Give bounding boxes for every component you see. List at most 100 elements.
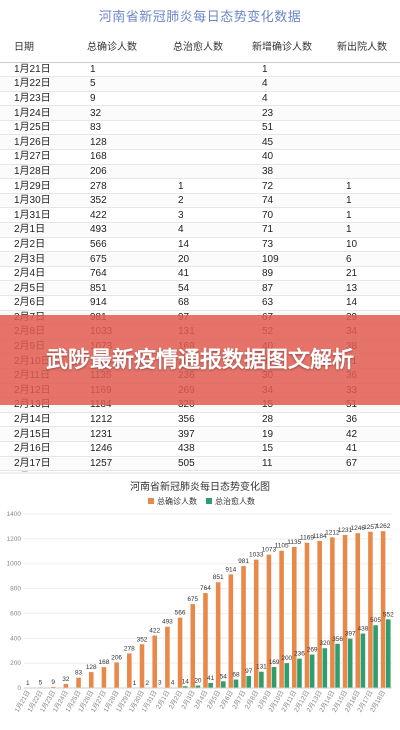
data-label-total: 1073: [262, 547, 277, 554]
table-cell: [156, 164, 240, 180]
header-total-cured: 总治愈人数: [156, 34, 240, 63]
bar-total-confirmed: [330, 537, 335, 688]
table-cell: [324, 76, 400, 92]
data-label-cured: 356: [332, 636, 343, 643]
table-cell: 851: [68, 280, 156, 296]
table-cell: 1月23日: [0, 91, 68, 107]
data-label-total: 493: [162, 619, 173, 626]
table-cell: 1月26日: [0, 134, 68, 151]
data-label-total: 1033: [249, 552, 264, 559]
table-cell: 109: [240, 251, 324, 267]
table-title: 河南省新冠肺炎每日态势变化数据: [98, 9, 302, 24]
data-label-cured: 14: [182, 678, 190, 685]
data-label-total: 9: [51, 679, 55, 686]
table-cell: 23: [240, 105, 324, 121]
data-label-cured: 68: [232, 672, 240, 679]
bar-total-cured: [386, 619, 391, 688]
bar-total-confirmed: [342, 535, 348, 688]
table-cell: 38: [240, 164, 324, 180]
data-label-cured: 2: [145, 680, 149, 687]
table-cell: 2月1日: [0, 222, 68, 238]
table-cell: 1月29日: [0, 178, 68, 194]
data-label-total: 981: [238, 558, 249, 565]
bar-total-confirmed: [152, 635, 157, 688]
data-label-cured: 236: [294, 651, 305, 658]
bar-total-confirmed: [76, 677, 81, 688]
table-cell: 1月22日: [0, 76, 68, 92]
bar-total-cured: [335, 643, 340, 688]
table-row: 2月16日 1246 438 15 41: [0, 441, 400, 457]
table-cell: 51: [240, 120, 324, 136]
bar-total-confirmed: [228, 574, 234, 688]
data-label-cured: 552: [383, 611, 394, 618]
data-label-total: 566: [175, 610, 186, 617]
bar-total-confirmed: [241, 566, 246, 688]
bar-total-confirmed: [368, 531, 373, 688]
table-cell: 422: [68, 207, 156, 224]
table-cell: 87: [240, 280, 324, 296]
table-cell: 36: [324, 412, 400, 428]
bar-total-cured: [259, 671, 264, 688]
bar-total-cured: [360, 633, 366, 688]
table-cell: 505: [156, 456, 240, 472]
data-label-cured: 200: [281, 655, 292, 662]
table-cell: 2月15日: [0, 426, 68, 442]
table-cell: 2月2日: [0, 237, 68, 253]
table-row: 1月25日 83 51: [0, 120, 400, 136]
bar-total-confirmed: [101, 667, 107, 688]
table-cell: 1月27日: [0, 149, 68, 165]
table-cell: 45: [240, 134, 324, 151]
table-cell: 73: [240, 237, 324, 253]
bar-total-confirmed: [114, 662, 119, 688]
bar-total-cured: [284, 663, 290, 688]
bar-total-cured: [195, 685, 201, 688]
bar-total-confirmed: [63, 684, 69, 688]
legend-swatch: [148, 498, 154, 504]
table-cell: 397: [156, 426, 240, 442]
bar-total-confirmed: [177, 617, 183, 688]
data-label-cured: 505: [370, 617, 381, 624]
table-cell: 1月28日: [0, 164, 68, 180]
bar-total-confirmed: [127, 653, 132, 688]
data-label-cured: 131: [256, 664, 267, 671]
table-row: 1月23日 9 4: [0, 91, 400, 107]
data-label-total: 5: [39, 679, 43, 686]
data-label-total: 32: [62, 676, 70, 683]
bar-total-confirmed: [355, 533, 361, 688]
y-tick-label: 200: [10, 660, 21, 667]
table-cell: 2月17日: [0, 456, 68, 472]
bar-total-cured: [233, 679, 239, 688]
table-cell: 14: [324, 295, 400, 311]
table-cell: 74: [240, 193, 324, 209]
bar-total-cured: [322, 648, 328, 688]
table-cell: 40: [240, 149, 324, 165]
bar-total-cured: [271, 666, 277, 688]
table-cell: 13: [324, 280, 400, 296]
bar-total-confirmed: [203, 593, 208, 688]
table-cell: [156, 105, 240, 121]
table-cell: [156, 134, 240, 151]
bar-total-cured: [373, 625, 378, 688]
table-cell: 1: [156, 178, 240, 194]
table-row: 1月28日 206 38: [0, 164, 400, 180]
chart-title: 河南省新冠肺炎每日态势变化图: [130, 482, 270, 493]
table-cell: 4: [240, 76, 324, 92]
table-cell: 42: [324, 426, 400, 442]
title-banner: 武陟最新疫情通报数据图文解析: [0, 315, 400, 405]
data-label-cured: 397: [345, 631, 356, 638]
table-cell: [324, 62, 400, 78]
table-cell: 14: [156, 237, 240, 253]
table-header-row: 日期 总确诊人数 总治愈人数 新增确诊人数 新出院人数: [0, 34, 400, 63]
data-label-cured: 269: [307, 647, 318, 654]
bar-total-cured: [208, 682, 213, 688]
data-label-total: 206: [111, 654, 122, 661]
table-row: 2月14日 1212 356 28 36: [0, 412, 400, 428]
table-cell: 1月24日: [0, 105, 68, 121]
data-label-cured: 4: [171, 680, 175, 687]
data-label-cured: 20: [194, 678, 202, 685]
table-cell: 6: [324, 251, 400, 267]
header-total-confirmed: 总确诊人数: [68, 34, 156, 63]
bar-total-confirmed: [317, 540, 322, 688]
bar-total-confirmed: [279, 550, 284, 688]
table-row: 2月2日 566 14 73 10: [0, 237, 400, 253]
